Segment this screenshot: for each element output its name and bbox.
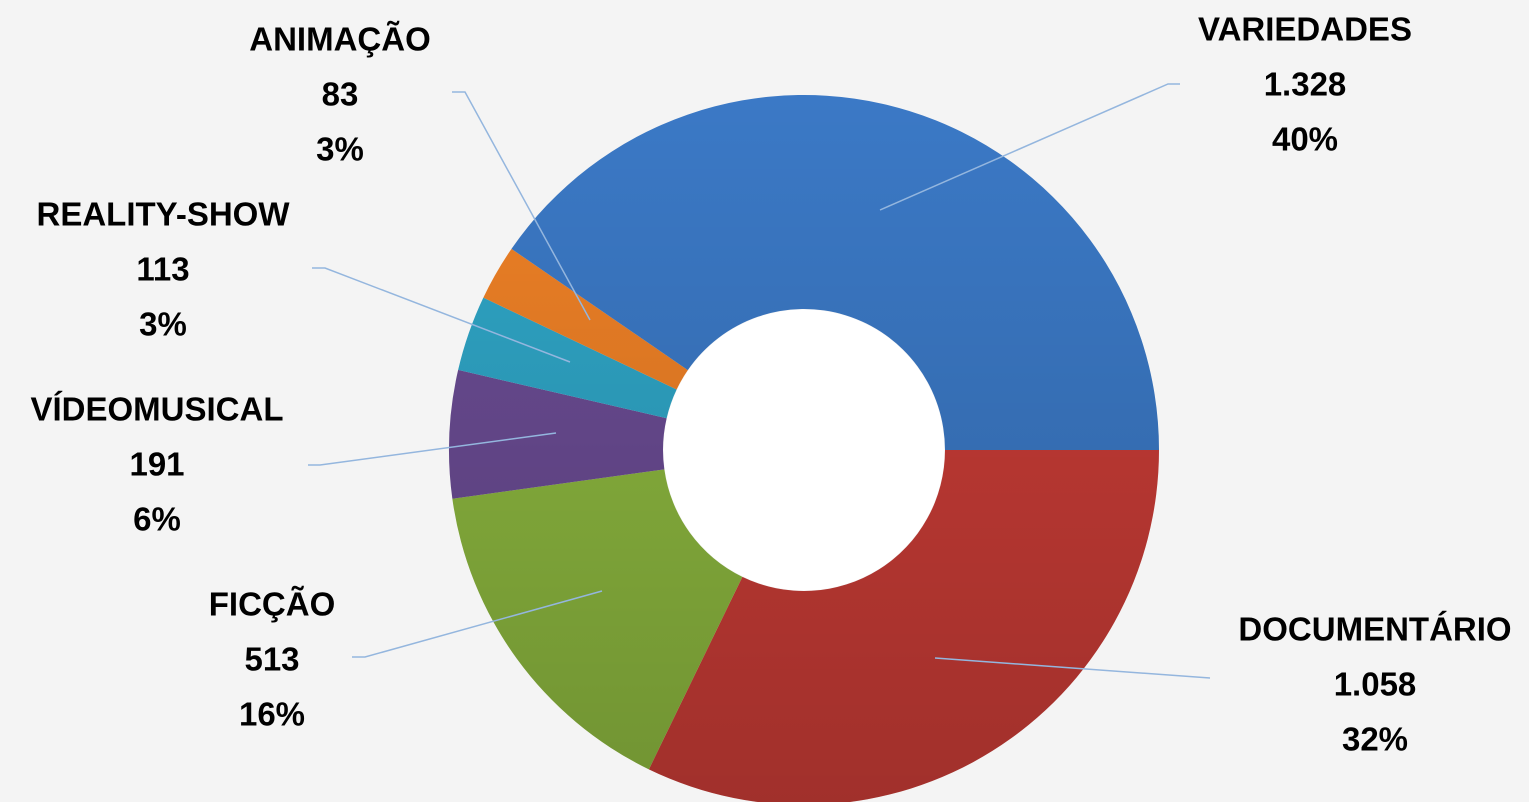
leader-line xyxy=(308,432,557,466)
leader-line xyxy=(934,657,1211,679)
donut-hole xyxy=(663,309,945,591)
percent-label: 16% xyxy=(239,696,305,733)
leader-line xyxy=(452,91,591,321)
category-label: REALITY-SHOW xyxy=(37,196,291,233)
percent-label: 40% xyxy=(1272,121,1338,158)
leader-line xyxy=(312,267,571,363)
percent-label: 6% xyxy=(133,501,181,538)
category-label: DOCUMENTÁRIO xyxy=(1238,611,1511,648)
leader-line xyxy=(352,590,603,658)
leader-line xyxy=(879,83,1180,211)
percent-label: 3% xyxy=(139,306,187,343)
category-label: ANIMAÇÃO xyxy=(249,21,430,58)
category-label: VARIEDADES xyxy=(1198,11,1412,48)
value-label: 191 xyxy=(129,446,184,483)
value-label: 113 xyxy=(136,251,189,288)
value-label: 513 xyxy=(244,641,299,678)
percent-label: 32% xyxy=(1342,721,1408,758)
category-label: VÍDEOMUSICAL xyxy=(30,391,283,428)
value-label: 83 xyxy=(322,76,359,113)
value-label: 1.328 xyxy=(1264,66,1347,103)
value-label: 1.058 xyxy=(1334,666,1417,703)
percent-label: 3% xyxy=(316,131,364,168)
category-label: FICÇÃO xyxy=(209,586,336,623)
